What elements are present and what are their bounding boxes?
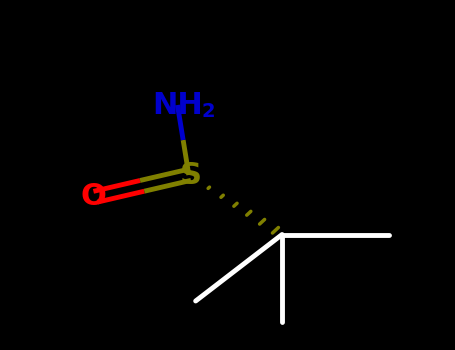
Text: 2: 2 [202,102,215,121]
Text: O: O [81,182,106,211]
Text: S: S [180,161,202,189]
Text: NH: NH [152,91,203,119]
